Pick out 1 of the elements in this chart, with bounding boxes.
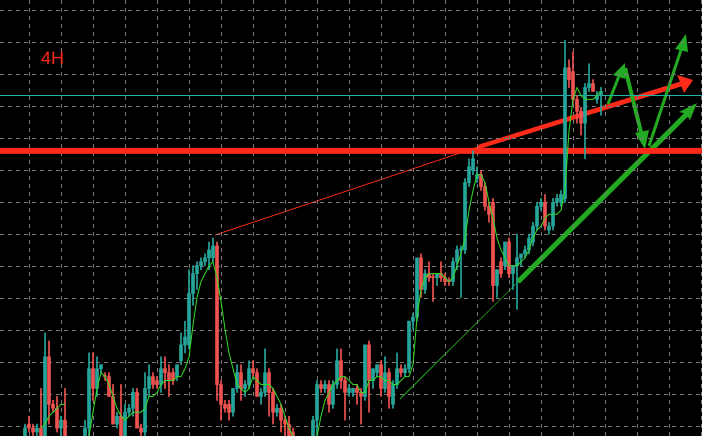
- text: 4H: [41, 48, 64, 69]
